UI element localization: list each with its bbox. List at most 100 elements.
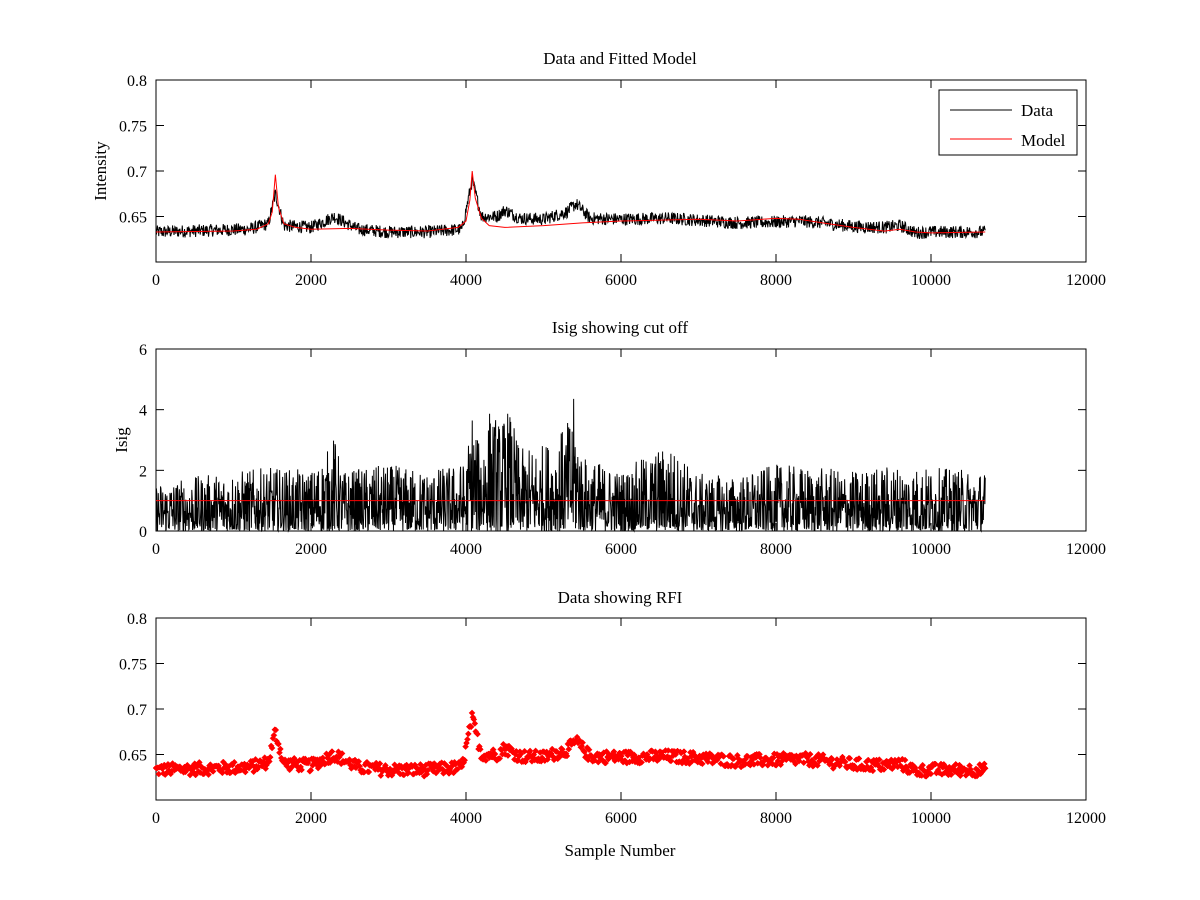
rfi-data-point <box>464 730 472 738</box>
ticks-layer: 0 2000 4000 6000 8000 10000 12000 0 2 4 6 <box>139 342 1106 558</box>
x-tick-label: 4000 <box>450 272 482 289</box>
rfi-data-point <box>720 753 727 760</box>
rfi-data-point <box>376 760 384 767</box>
x-tick-label: 2000 <box>295 272 327 289</box>
rfi-data-point <box>328 748 336 755</box>
y-tick-label: 0 <box>139 524 147 541</box>
rfi-data-point <box>521 747 528 755</box>
rfi-data-point <box>699 760 706 768</box>
rfi-data-point <box>517 750 525 758</box>
rfi-data-point <box>277 745 284 753</box>
rfi-data-point <box>461 756 469 764</box>
x-tick-label: 12000 <box>1066 810 1106 827</box>
rfi-data-point <box>250 768 258 776</box>
rfi-data-point <box>298 766 305 774</box>
rfi-data-point <box>792 760 799 768</box>
rfi-data-point <box>563 752 571 760</box>
y-axis-label: Isig <box>112 427 131 453</box>
y-tick-label: 0.65 <box>119 210 147 227</box>
subplot-title: Data and Fitted Model <box>543 49 697 68</box>
x-tick-label: 0 <box>152 810 160 827</box>
rfi-data-point <box>610 748 618 755</box>
rfi-data-point <box>272 726 280 734</box>
rfi-data-point <box>464 735 471 743</box>
rfi-data-point <box>947 771 955 778</box>
legend: Data Model <box>938 89 1078 156</box>
subplot-data-showing-rfi: Data showing RFI 0 2000 4000 6000 8000 10000 1… <box>119 588 1106 860</box>
y-tick-label: 2 <box>139 463 147 480</box>
ticks-layer: 0 2000 4000 6000 8000 10000 12000 0.65 0.7 0.75 0.… <box>119 73 1106 289</box>
rfi-data-point <box>496 755 504 762</box>
rfi-data-point <box>602 759 609 767</box>
rfi-data-point <box>504 752 512 759</box>
x-tick-label: 0 <box>152 541 160 558</box>
rfi-data-point <box>365 768 373 776</box>
rfi-data-point <box>467 723 475 731</box>
rfi-data-point <box>730 755 738 763</box>
rfi-data-point <box>474 730 481 738</box>
x-tick-label: 10000 <box>911 810 951 827</box>
rfi-data-point <box>252 755 259 763</box>
subplot-isig-showing-cut-off: Isig showing cut off 0 2000 4000 6000 8000 10… <box>112 318 1106 558</box>
series-layer <box>152 709 989 780</box>
rfi-data-point <box>855 755 863 762</box>
x-tick-label: 2000 <box>295 541 327 558</box>
rfi-data-point <box>901 756 909 764</box>
y-tick-label: 0.8 <box>127 73 147 90</box>
x-tick-label: 10000 <box>911 272 951 289</box>
rfi-data-point <box>275 740 282 748</box>
subplot-data-and-fitted-model: Data and Fitted Model 0 2000 4000 6000 8000 1… <box>91 49 1106 289</box>
rfi-data-point <box>424 766 432 774</box>
rfi-data-point <box>209 768 217 775</box>
rfi-data-point <box>638 758 645 766</box>
series-isig-line <box>155 398 986 533</box>
y-tick-label: 0.75 <box>119 657 147 674</box>
x-tick-label: 6000 <box>605 541 637 558</box>
y-tick-label: 0.75 <box>119 119 147 136</box>
rfi-data-point <box>932 760 939 768</box>
y-tick-label: 0.7 <box>127 702 147 719</box>
series-layer <box>155 170 986 240</box>
rfi-data-point <box>875 756 883 763</box>
y-axis-label: Intensity <box>91 141 110 201</box>
rfi-data-point <box>927 770 935 778</box>
series-layer <box>155 398 986 533</box>
x-tick-label: 12000 <box>1066 541 1106 558</box>
rfi-data-point <box>806 750 814 758</box>
rfi-data-point <box>981 764 989 772</box>
y-tick-label: 0.65 <box>119 748 147 765</box>
rfi-data-point <box>869 767 877 775</box>
rfi-data-point <box>205 771 212 779</box>
rfi-data-point <box>585 746 593 754</box>
x-tick-label: 4000 <box>450 810 482 827</box>
rfi-data-point <box>880 766 888 773</box>
y-tick-label: 0.8 <box>127 611 147 628</box>
series-model-line <box>155 170 986 234</box>
x-tick-label: 0 <box>152 272 160 289</box>
x-tick-label: 6000 <box>605 272 637 289</box>
rfi-data-point <box>846 754 854 762</box>
rfi-data-point <box>471 720 479 727</box>
x-tick-label: 8000 <box>760 272 792 289</box>
rfi-data-point <box>230 758 238 766</box>
subplot-title: Isig showing cut off <box>552 318 688 337</box>
x-tick-label: 8000 <box>760 810 792 827</box>
rfi-data-point <box>266 753 274 761</box>
rfi-data-point <box>268 744 276 752</box>
y-tick-label: 6 <box>139 342 147 359</box>
rfi-data-point <box>828 755 836 763</box>
legend-data-label: Data <box>1021 101 1054 120</box>
rfi-data-point <box>270 731 278 739</box>
legend-box <box>938 89 1078 156</box>
ticks-layer: 0 2000 4000 6000 8000 10000 12000 0.65 0.7 0.75 0.… <box>119 611 1106 827</box>
x-tick-label: 4000 <box>450 541 482 558</box>
x-tick-label: 2000 <box>295 810 327 827</box>
subplot-title: Data showing RFI <box>558 588 683 607</box>
y-tick-label: 0.7 <box>127 164 147 181</box>
rfi-data-point <box>565 745 573 753</box>
rfi-data-point <box>491 750 499 758</box>
y-tick-label: 4 <box>139 403 147 420</box>
legend-model-label: Model <box>1021 131 1066 150</box>
rfi-data-point <box>482 757 490 764</box>
